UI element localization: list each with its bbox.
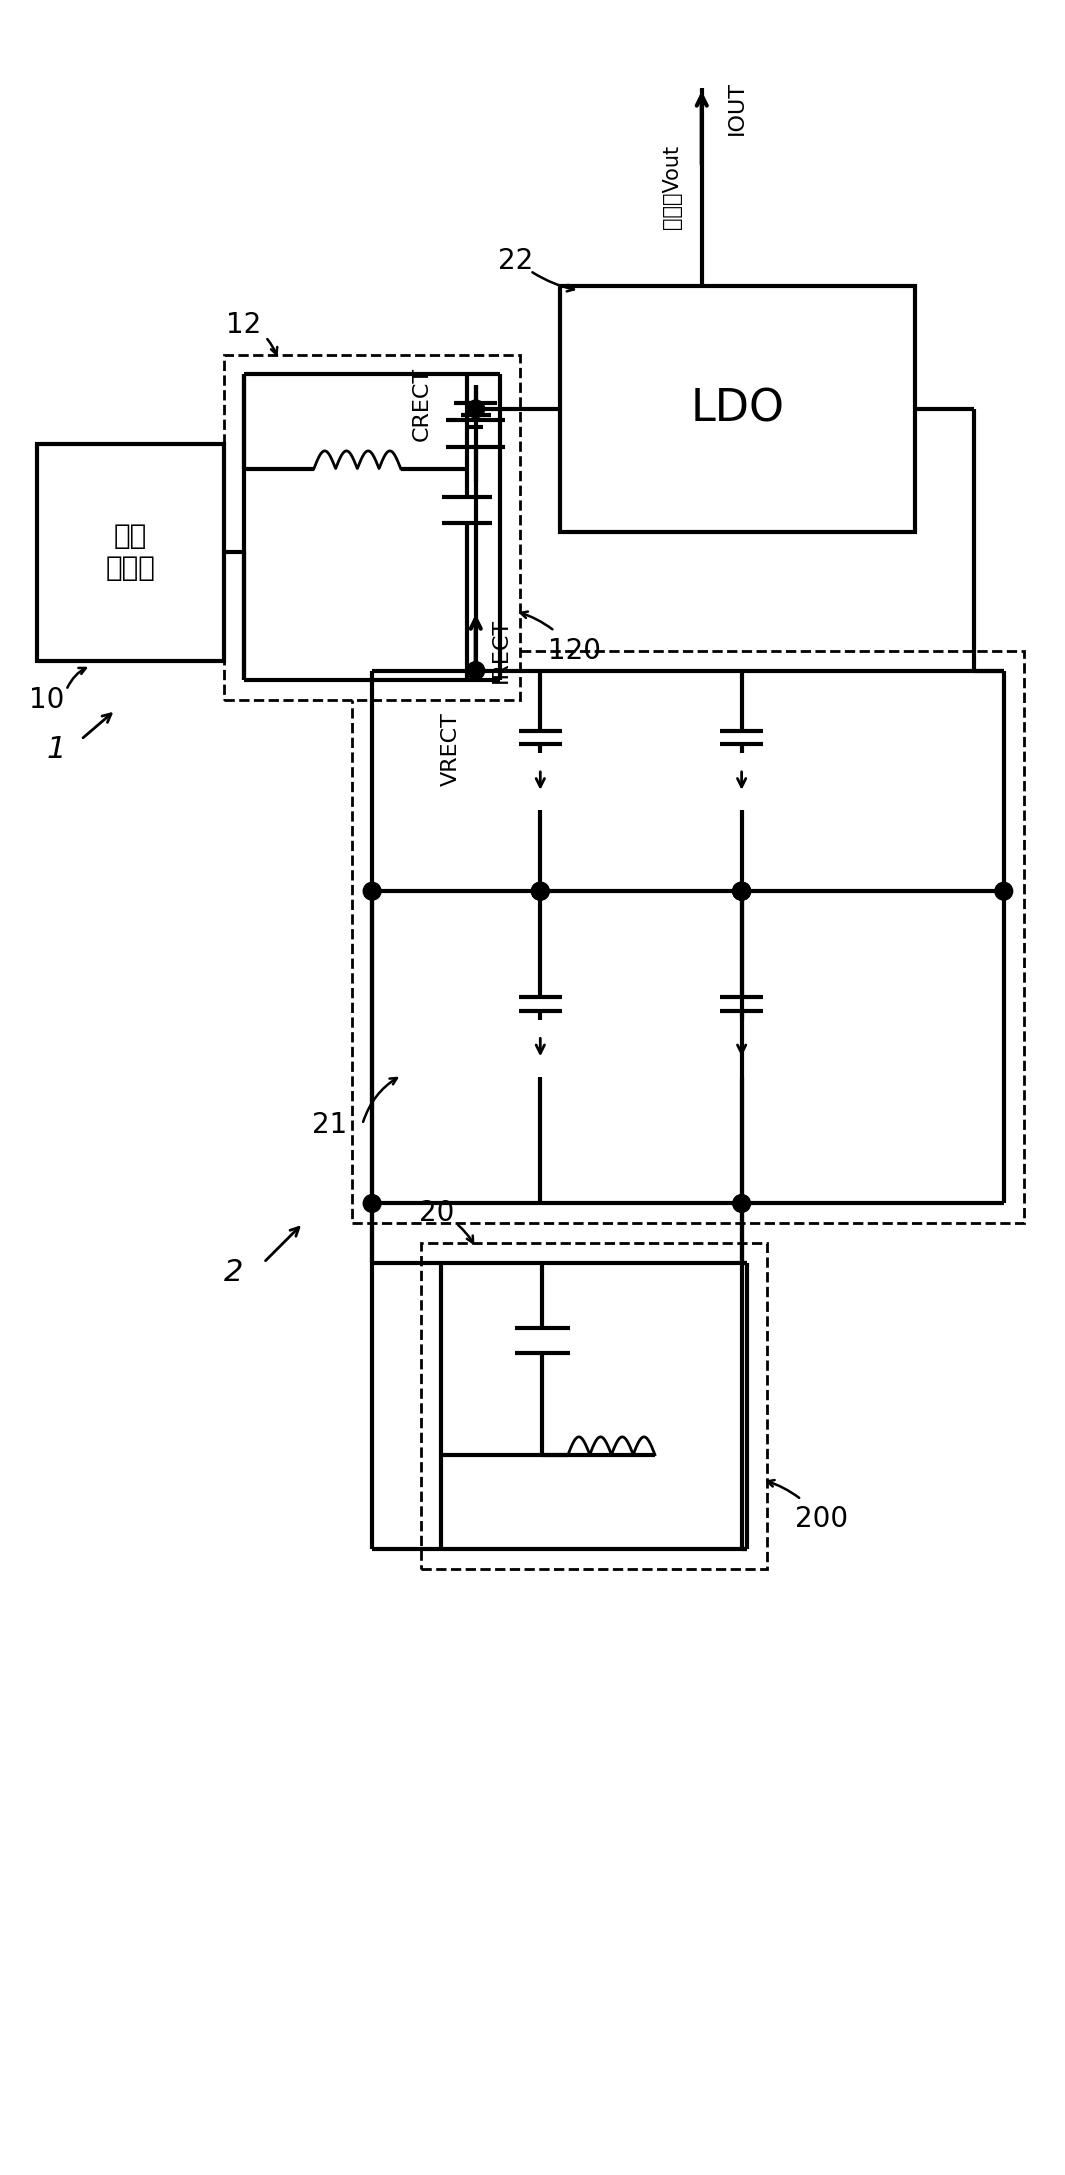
Bar [353,650,1023,1222]
Circle shape [995,883,1013,900]
Text: 20: 20 [419,1198,454,1227]
Circle shape [733,883,751,900]
Bar [224,355,520,700]
Text: CRECT: CRECT [411,368,431,442]
Circle shape [466,661,485,679]
FancyArrowPatch shape [458,1225,473,1242]
Text: 120: 120 [548,637,601,666]
FancyArrowPatch shape [363,1079,397,1122]
FancyArrowPatch shape [67,668,86,687]
Circle shape [531,883,550,900]
FancyArrowPatch shape [267,339,277,355]
Text: IOUT: IOUT [726,80,747,135]
FancyArrowPatch shape [767,1481,799,1499]
Text: 22: 22 [497,248,532,274]
Bar [559,285,915,533]
Circle shape [733,1194,751,1211]
Text: 21: 21 [312,1111,347,1138]
Text: 输出，Vout: 输出，Vout [662,146,683,228]
Text: 功率
放大器: 功率 放大器 [105,522,155,583]
Circle shape [363,883,381,900]
Circle shape [363,1194,381,1211]
FancyArrowPatch shape [521,611,553,629]
FancyArrowPatch shape [83,713,111,737]
Circle shape [733,883,751,900]
Text: 12: 12 [226,311,261,339]
Text: 2: 2 [225,1257,244,1288]
Circle shape [733,883,751,900]
Text: 10: 10 [29,685,64,713]
Text: 200: 200 [794,1505,848,1533]
Text: 1: 1 [47,735,66,763]
Text: LDO: LDO [690,387,784,431]
Text: VRECT: VRECT [441,713,461,787]
FancyArrowPatch shape [265,1227,299,1261]
Circle shape [531,883,550,900]
Circle shape [466,400,485,418]
FancyArrowPatch shape [532,272,574,291]
Bar [36,444,224,661]
Bar [422,1242,767,1568]
Text: IRECT: IRECT [491,618,510,683]
